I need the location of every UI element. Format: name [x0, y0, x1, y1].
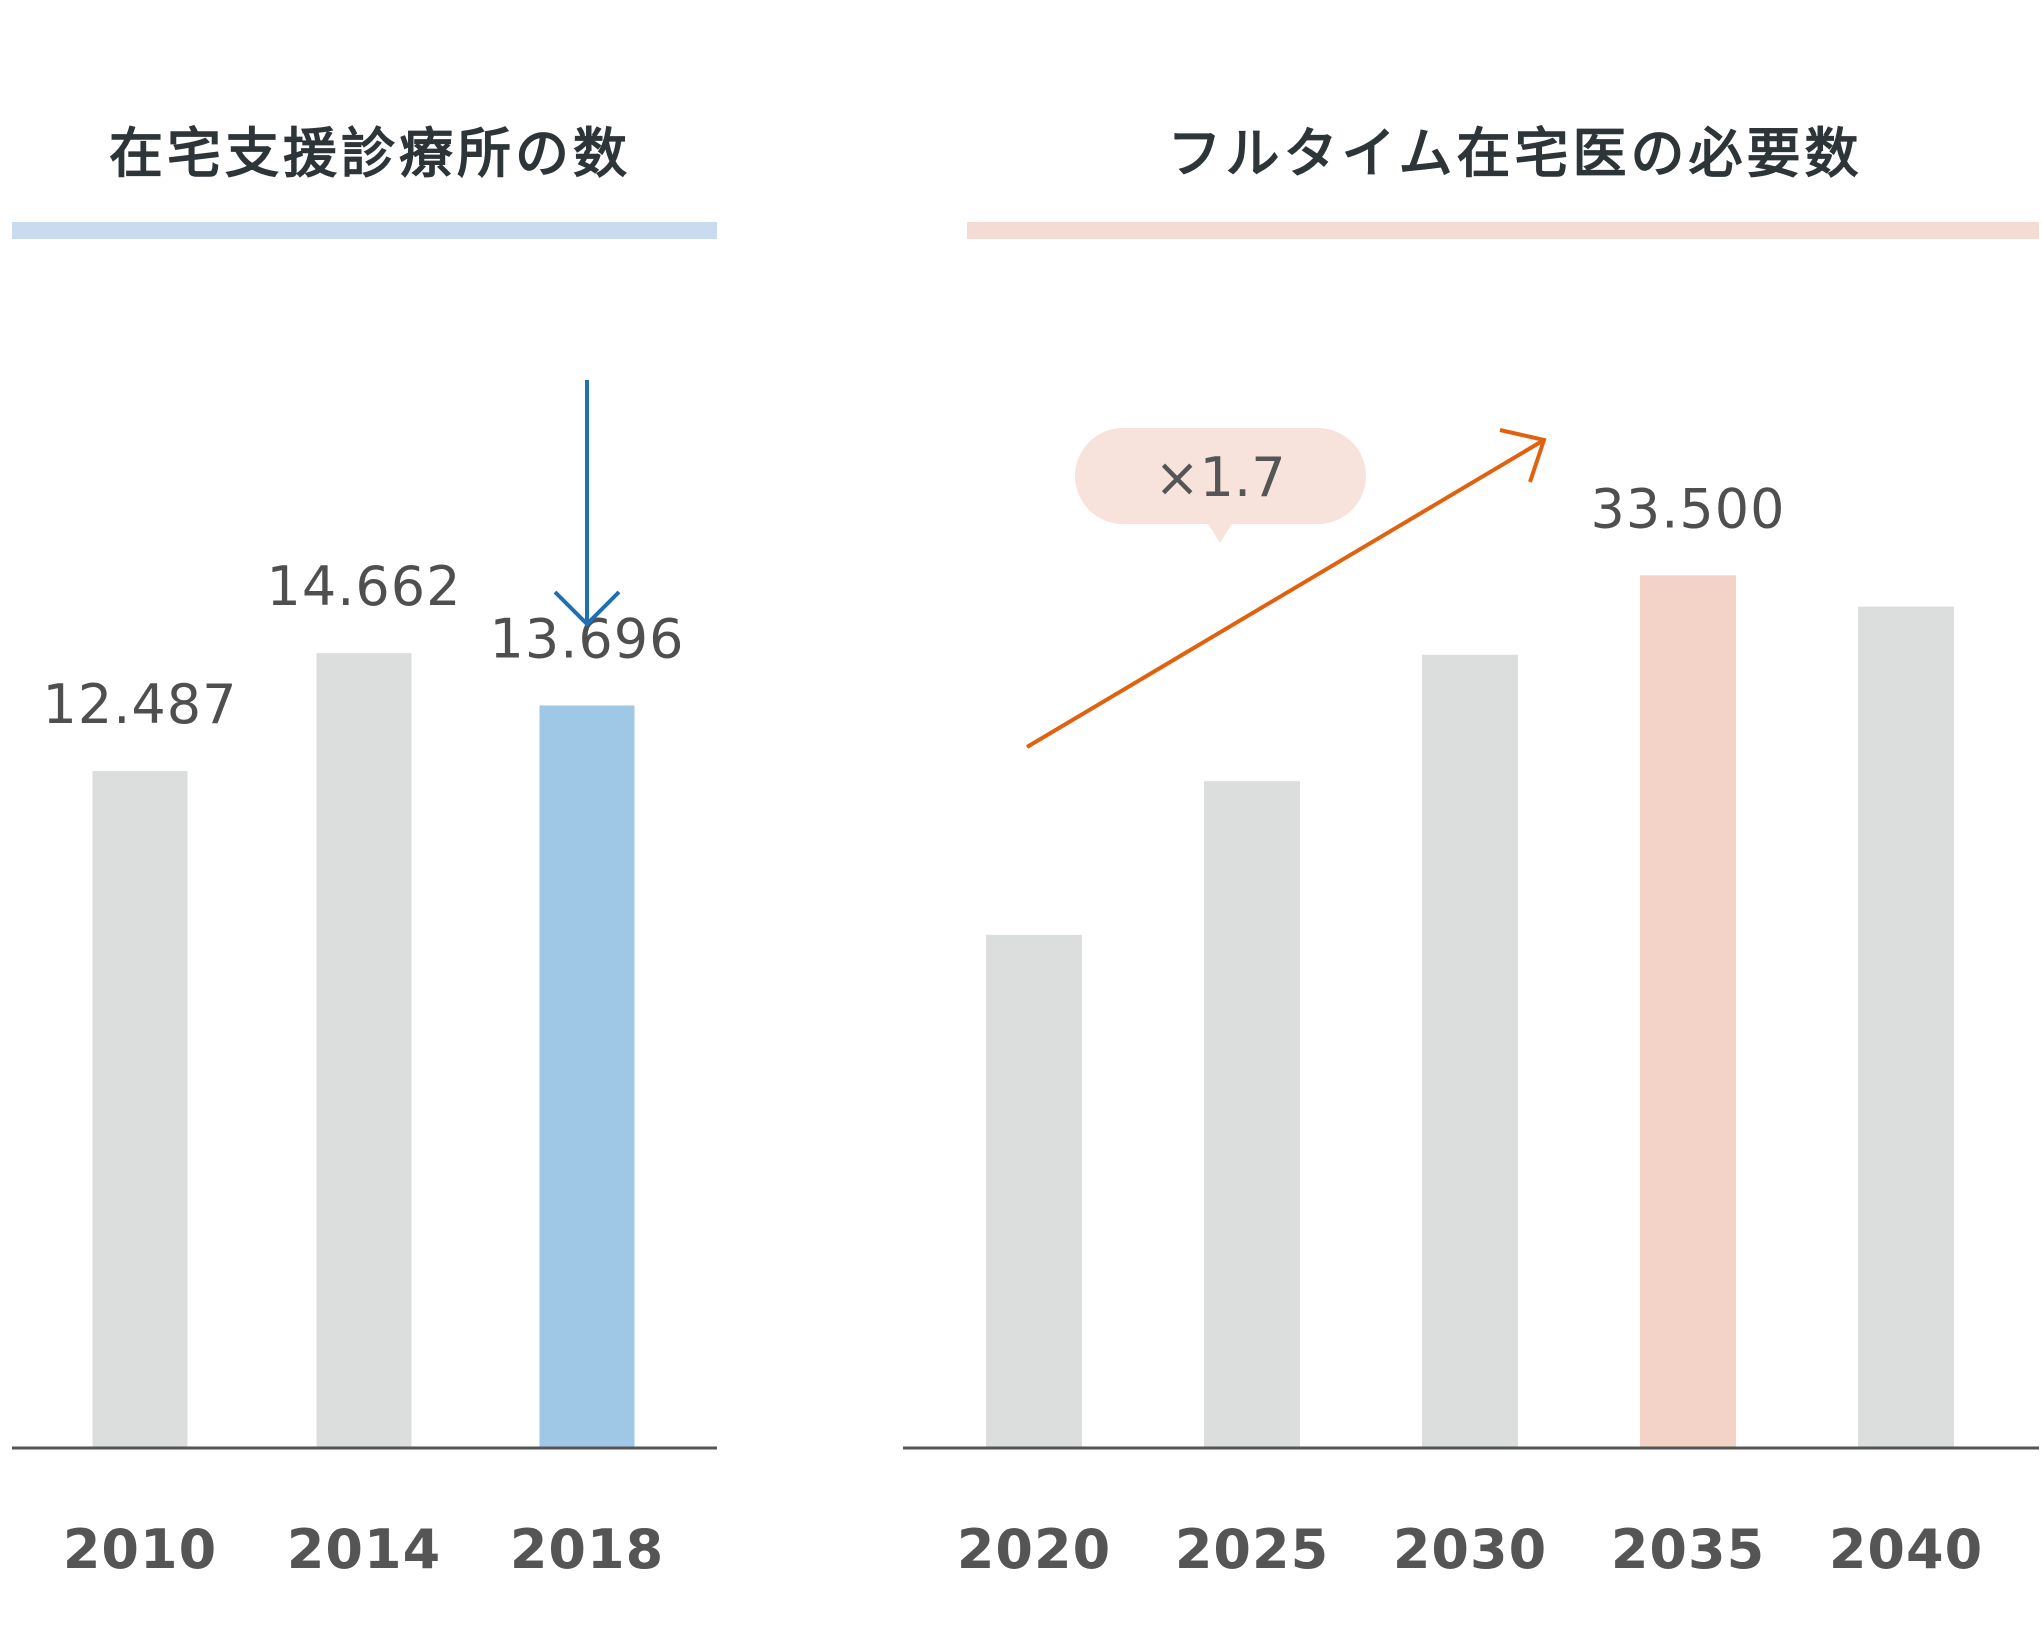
right-bar-2035: [1640, 575, 1736, 1448]
left-title-underline: [12, 222, 717, 239]
right-tick-label-2040: 2040: [1829, 1518, 1983, 1581]
right-chart-title: フルタイム在宅医の必要数: [1168, 122, 1863, 185]
growth-arrow-icon: [1025, 428, 1547, 749]
right-tick-label-2035: 2035: [1611, 1518, 1765, 1581]
right-title-underline: [967, 222, 2039, 239]
right-chart-panel: フルタイム在宅医の必要数 33.500 2020 2025 2030 2035 2040…: [903, 122, 2039, 1581]
ratio-callout-text: ×1.7: [1154, 446, 1285, 509]
right-tick-label-2020: 2020: [957, 1518, 1111, 1581]
down-arrow-icon: [553, 380, 621, 627]
left-tick-label-2014: 2014: [287, 1518, 441, 1581]
right-tick-label-2025: 2025: [1175, 1518, 1329, 1581]
left-value-label-2014: 14.662: [267, 555, 462, 618]
right-bar-2040: [1858, 606, 1954, 1448]
left-bar-2014: [316, 653, 412, 1448]
left-value-label-2010: 12.487: [43, 673, 238, 736]
left-bar-2010: [92, 771, 188, 1448]
right-bar-2025: [1204, 781, 1300, 1448]
left-tick-label-2010: 2010: [63, 1518, 217, 1581]
right-bar-2020: [986, 934, 1082, 1448]
left-chart-title: 在宅支援診療所の数: [109, 122, 631, 185]
right-tick-label-2030: 2030: [1393, 1518, 1547, 1581]
right-bar-2030: [1422, 654, 1518, 1448]
left-bar-2018: [539, 705, 635, 1448]
ratio-callout-bubble: ×1.7: [1075, 428, 1366, 543]
right-value-label-2035: 33.500: [1591, 477, 1786, 540]
left-tick-label-2018: 2018: [510, 1518, 664, 1581]
